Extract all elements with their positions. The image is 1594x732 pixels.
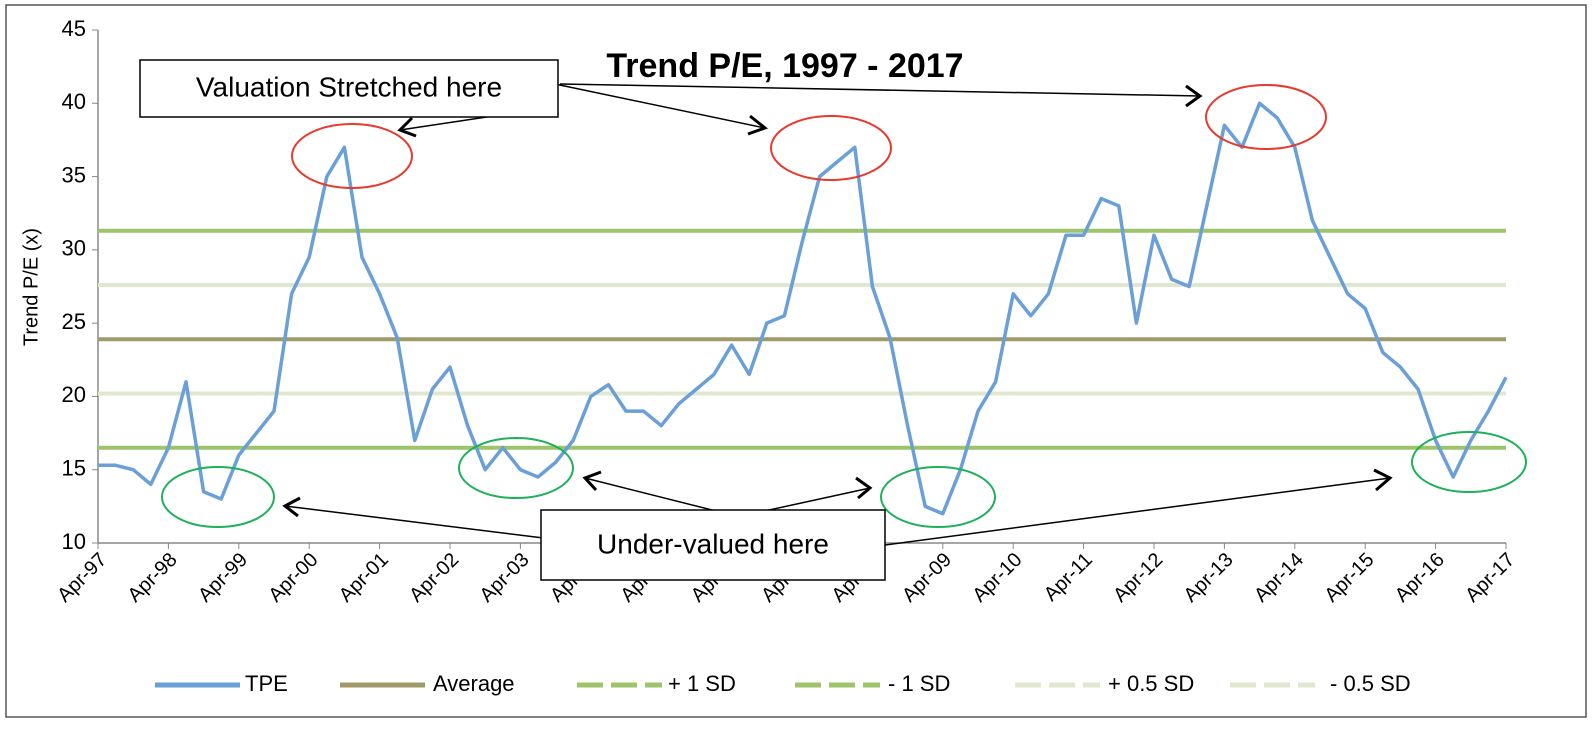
y-tick-label: 25 — [62, 309, 86, 334]
y-tick-label: 10 — [62, 529, 86, 554]
legend-label: Average — [433, 671, 515, 696]
frame — [5, 4, 1587, 718]
arrow — [559, 83, 1201, 97]
arrows — [282, 83, 1393, 546]
y-tick-label: 30 — [62, 236, 86, 261]
arrow-head — [747, 114, 769, 136]
annotation: Valuation Stretched here — [196, 71, 502, 102]
legend-label: TPE — [245, 671, 288, 696]
y-axis-label: Trend P/E (x) — [20, 228, 42, 346]
arrow-head — [1185, 84, 1203, 108]
y-tick-label: 40 — [62, 89, 86, 114]
ellipse — [770, 115, 892, 181]
arrow — [584, 477, 721, 513]
arrow-head — [855, 476, 873, 500]
y-tick-label: 15 — [62, 456, 86, 481]
arrow — [759, 487, 871, 513]
ellipse — [161, 466, 275, 528]
arrow-head — [282, 496, 301, 518]
y-tick-label: 20 — [62, 382, 86, 407]
line — [98, 101, 1508, 516]
arrow-head — [397, 116, 417, 138]
arrow-head — [582, 470, 602, 492]
highlights — [161, 84, 1527, 528]
arrow — [884, 477, 1391, 546]
ellipse — [1205, 84, 1327, 150]
ellipse — [880, 466, 996, 528]
y-tick-label: 45 — [62, 16, 86, 41]
ellipse — [458, 437, 574, 499]
arrow-head — [1373, 468, 1393, 492]
chart-title: Trend P/E, 1997 - 2017 — [606, 47, 963, 85]
legend-label: - 1 SD — [888, 671, 950, 696]
legend-label: + 1 SD — [668, 671, 736, 696]
ellipse — [291, 123, 413, 189]
annotation-box — [540, 509, 886, 581]
annotation: Under-valued here — [597, 528, 829, 559]
ellipse — [1411, 431, 1527, 493]
y-tick-label: 35 — [62, 162, 86, 187]
legend-label: - 0.5 SD — [1330, 671, 1411, 696]
legend-label: + 0.5 SD — [1108, 671, 1194, 696]
arrow — [554, 83, 766, 129]
annotation-box — [139, 59, 559, 118]
